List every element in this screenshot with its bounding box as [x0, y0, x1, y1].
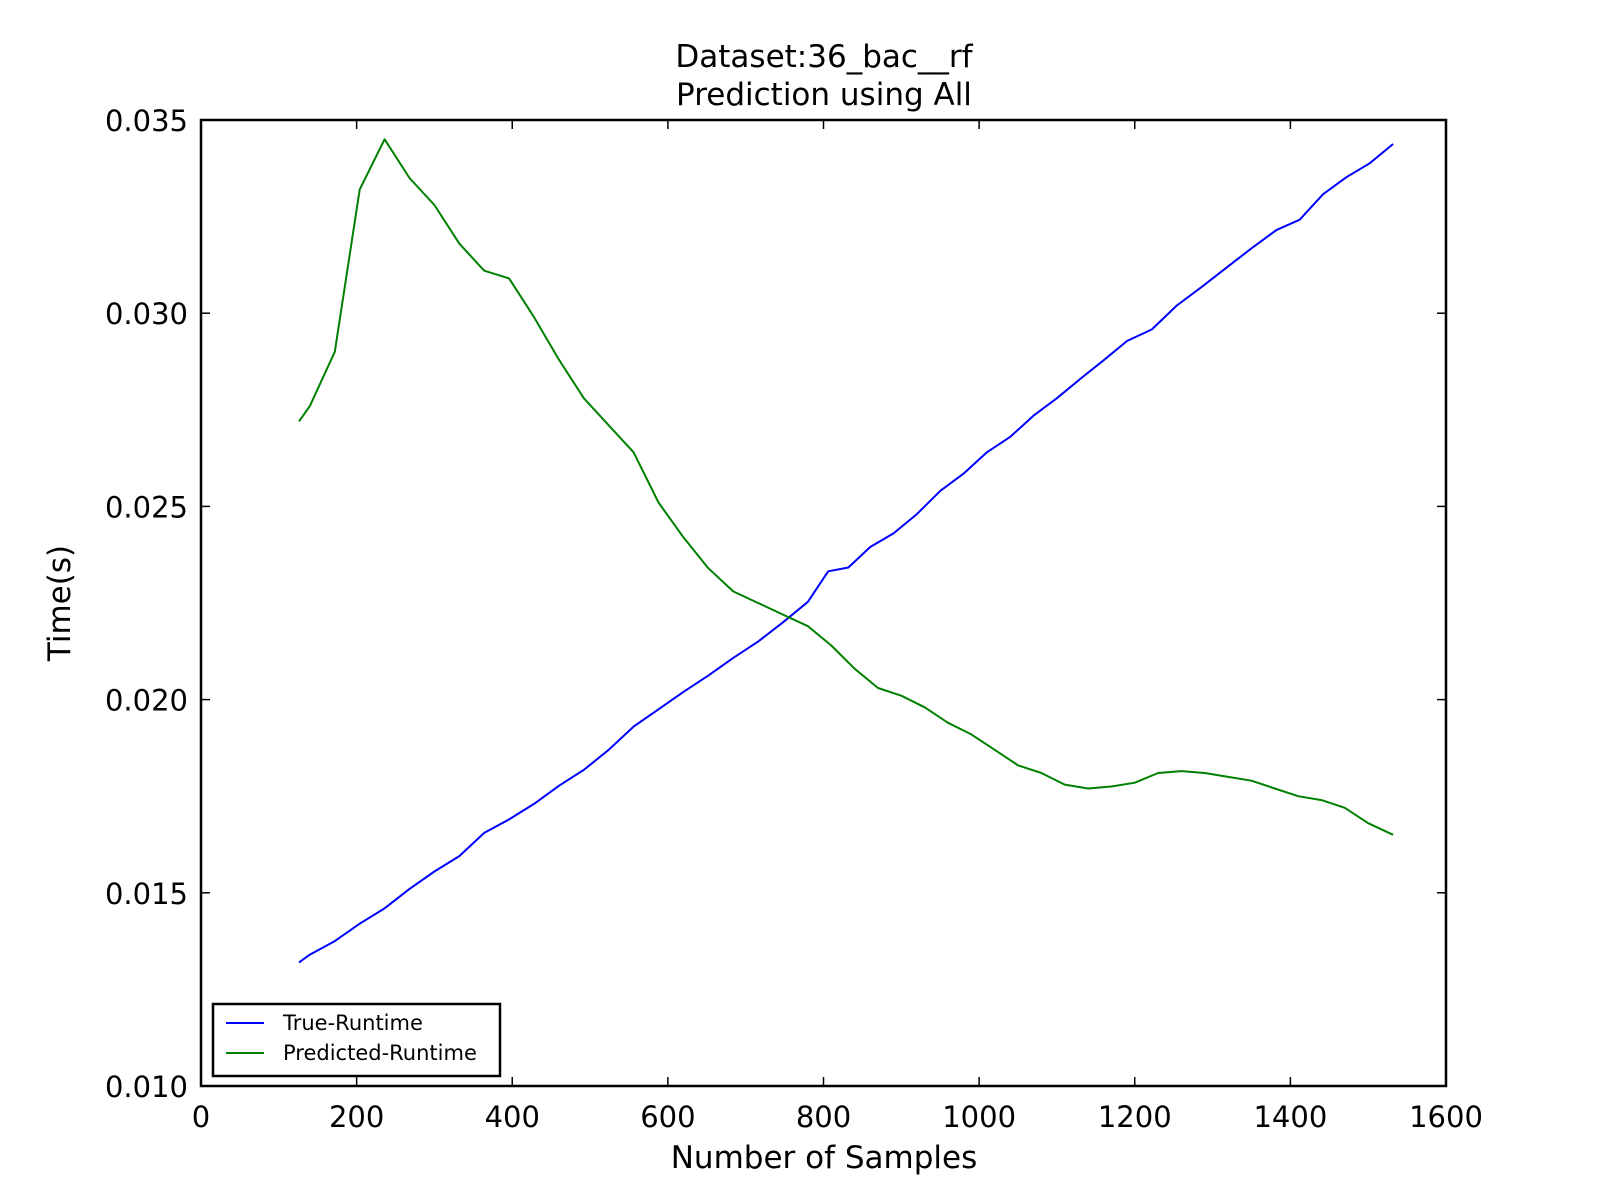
y-tick-label: 0.025 [105, 490, 188, 524]
legend-box [211, 1002, 502, 1078]
y-tick-label: 0.015 [105, 877, 188, 911]
x-tick-label: 1000 [942, 1100, 1016, 1134]
y-tick-label: 0.035 [105, 104, 188, 138]
x-tick-label: 1200 [1098, 1100, 1172, 1134]
y-tick-label: 0.030 [105, 297, 188, 331]
legend: True-Runtime Predicted-Runtime [211, 1002, 502, 1078]
series-line-predicted-runtime [298, 138, 1394, 836]
x-tick-label: 200 [329, 1100, 384, 1134]
x-tick-label: 400 [485, 1100, 540, 1134]
x-tick-label: 800 [796, 1100, 851, 1134]
x-axis-label: Number of Samples [671, 1140, 978, 1176]
y-tick-label: 0.020 [105, 684, 188, 718]
plot-frame [199, 118, 1448, 1088]
legend-label-true-runtime: True-Runtime [282, 1011, 423, 1035]
series-line-true-runtime [298, 143, 1394, 964]
chart-title: Dataset:36_bac__rf [675, 39, 973, 75]
y-axis-label: Time(s) [42, 545, 78, 662]
series-layer [298, 138, 1394, 964]
x-tick-label: 1600 [1409, 1100, 1483, 1134]
x-tick-label: 1400 [1253, 1100, 1327, 1134]
ticks-layer: 0 200 400 600 800 1000 1200 1400 1600 0.010 0.015 0… [105, 104, 1483, 1134]
y-tick-label: 0.010 [105, 1070, 188, 1104]
legend-label-predicted-runtime: Predicted-Runtime [283, 1041, 477, 1065]
x-tick-label: 600 [640, 1100, 695, 1134]
x-tick-label: 0 [192, 1100, 210, 1134]
chart-subtitle: Prediction using All [676, 77, 972, 113]
